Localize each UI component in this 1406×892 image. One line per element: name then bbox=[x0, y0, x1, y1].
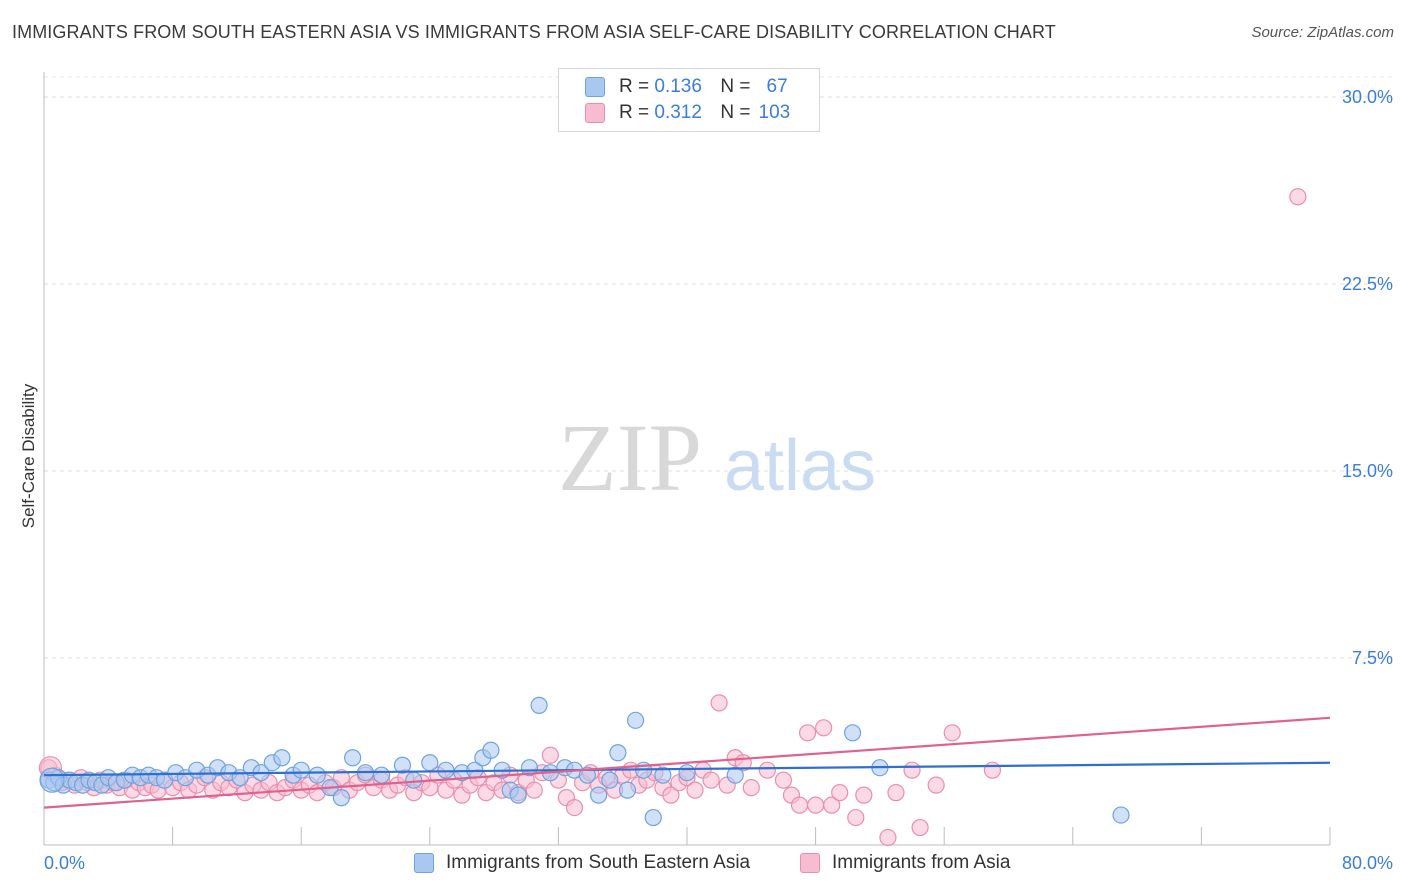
y-tick-label: 15.0% bbox=[1342, 461, 1393, 481]
series-label-asia: Immigrants from Asia bbox=[832, 852, 1011, 873]
data-point-asia bbox=[790, 796, 809, 814]
data-point-sea bbox=[589, 786, 608, 804]
data-point-sea bbox=[509, 786, 527, 804]
data-point-asia bbox=[879, 828, 897, 847]
data-point-asia bbox=[662, 786, 680, 804]
series-asia-points bbox=[38, 188, 1307, 847]
data-point-sea bbox=[332, 789, 350, 807]
y-axis-title: Self-Care Disability bbox=[19, 383, 38, 528]
data-point-sea bbox=[618, 781, 637, 799]
x-tick-label: 80.0% bbox=[1342, 853, 1393, 873]
data-point-asia bbox=[831, 784, 849, 802]
data-point-asia bbox=[887, 784, 905, 802]
data-point-asia bbox=[686, 781, 704, 799]
legend-r-label: R = bbox=[619, 102, 650, 123]
data-point-sea bbox=[644, 808, 662, 827]
data-point-asia bbox=[774, 771, 793, 789]
tick-labels: 7.5% 15.0% 22.5% 30.0% 0.0% 80.0% bbox=[44, 87, 1393, 873]
data-point-asia bbox=[806, 796, 825, 814]
legend-n-value: 103 bbox=[758, 102, 791, 123]
data-point-asia bbox=[943, 724, 961, 742]
series-legend: Immigrants from South Eastern Asia Immig… bbox=[0, 852, 1406, 878]
chart-title: IMMIGRANTS FROM SOUTH EASTERN ASIA VS IM… bbox=[12, 22, 1056, 42]
series-sea-points bbox=[39, 696, 1130, 827]
data-point-sea bbox=[654, 766, 672, 784]
watermark: ZIP atlas bbox=[558, 404, 876, 511]
legend-r-value: 0.136 bbox=[654, 76, 702, 97]
series-swatch-asia bbox=[800, 853, 820, 873]
data-point-asia bbox=[702, 771, 720, 789]
correlation-legend: R = 0.136 N = 67 R = 0.312 N = 103 bbox=[558, 68, 820, 132]
data-point-asia bbox=[815, 719, 833, 737]
legend-n-value: 67 bbox=[766, 76, 788, 97]
data-point-sea bbox=[678, 764, 696, 782]
data-point-sea bbox=[39, 767, 65, 793]
series-legend-asia: Immigrants from Asia bbox=[800, 852, 1010, 874]
data-point-sea bbox=[421, 754, 439, 772]
data-point-asia bbox=[927, 776, 945, 794]
data-point-sea bbox=[405, 771, 423, 789]
data-point-asia bbox=[855, 786, 873, 804]
data-point-asia bbox=[798, 724, 817, 742]
y-tick-label: 30.0% bbox=[1342, 87, 1393, 107]
data-point-asia bbox=[541, 746, 559, 764]
trend-line-asia bbox=[43, 716, 1331, 809]
x-tick-label: 0.0% bbox=[44, 853, 85, 873]
data-point-asia bbox=[847, 808, 865, 827]
series-label-sea: Immigrants from South Eastern Asia bbox=[446, 852, 751, 873]
trend-lines bbox=[43, 716, 1331, 809]
data-point-sea bbox=[372, 766, 391, 784]
data-point-sea bbox=[344, 749, 362, 767]
legend-r-value: 0.312 bbox=[654, 102, 702, 123]
data-point-sea bbox=[626, 711, 645, 729]
data-point-asia bbox=[983, 761, 1002, 779]
data-point-asia bbox=[332, 769, 350, 787]
data-point-sea bbox=[520, 759, 539, 777]
source-credit: Source: ZipAtlas.com bbox=[1251, 24, 1394, 41]
trend-line-sea bbox=[43, 761, 1331, 777]
data-point-sea bbox=[726, 766, 744, 784]
series-swatch-sea bbox=[414, 853, 434, 873]
data-point-asia bbox=[565, 798, 584, 817]
data-point-sea bbox=[308, 766, 326, 784]
data-point-sea bbox=[393, 756, 412, 774]
legend-n-label: N = bbox=[720, 76, 751, 97]
data-point-sea bbox=[530, 696, 548, 714]
data-point-sea bbox=[292, 761, 310, 779]
data-point-sea bbox=[1112, 806, 1130, 824]
data-point-sea bbox=[273, 749, 291, 767]
data-point-sea bbox=[482, 741, 500, 759]
data-point-asia bbox=[823, 796, 841, 814]
watermark-zip: ZIP bbox=[558, 404, 702, 511]
data-point-sea bbox=[843, 724, 862, 742]
data-point-asia bbox=[742, 779, 760, 797]
series-legend-sea: Immigrants from South Eastern Asia bbox=[414, 852, 750, 874]
axes bbox=[43, 72, 1331, 846]
legend-row-sea: R = 0.136 N = 67 bbox=[585, 76, 788, 98]
data-point-asia bbox=[911, 818, 929, 837]
data-point-sea bbox=[578, 766, 596, 784]
watermark-atlas: atlas bbox=[724, 426, 876, 506]
y-tick-label: 22.5% bbox=[1342, 274, 1393, 294]
data-point-sea bbox=[601, 771, 619, 789]
data-point-sea bbox=[609, 744, 627, 762]
data-point-asia bbox=[525, 781, 543, 799]
data-point-asia bbox=[903, 761, 921, 779]
legend-swatch-asia bbox=[585, 103, 605, 123]
legend-swatch-sea bbox=[585, 77, 605, 97]
gridlines bbox=[44, 76, 1392, 659]
legend-r-label: R = bbox=[619, 76, 650, 97]
legend-row-asia: R = 0.312 N = 103 bbox=[585, 102, 790, 124]
data-point-asia bbox=[758, 761, 776, 779]
data-point-asia bbox=[1289, 188, 1307, 206]
legend-n-label: N = bbox=[720, 102, 751, 123]
data-point-asia bbox=[710, 694, 728, 712]
y-tick-label: 7.5% bbox=[1352, 648, 1393, 668]
